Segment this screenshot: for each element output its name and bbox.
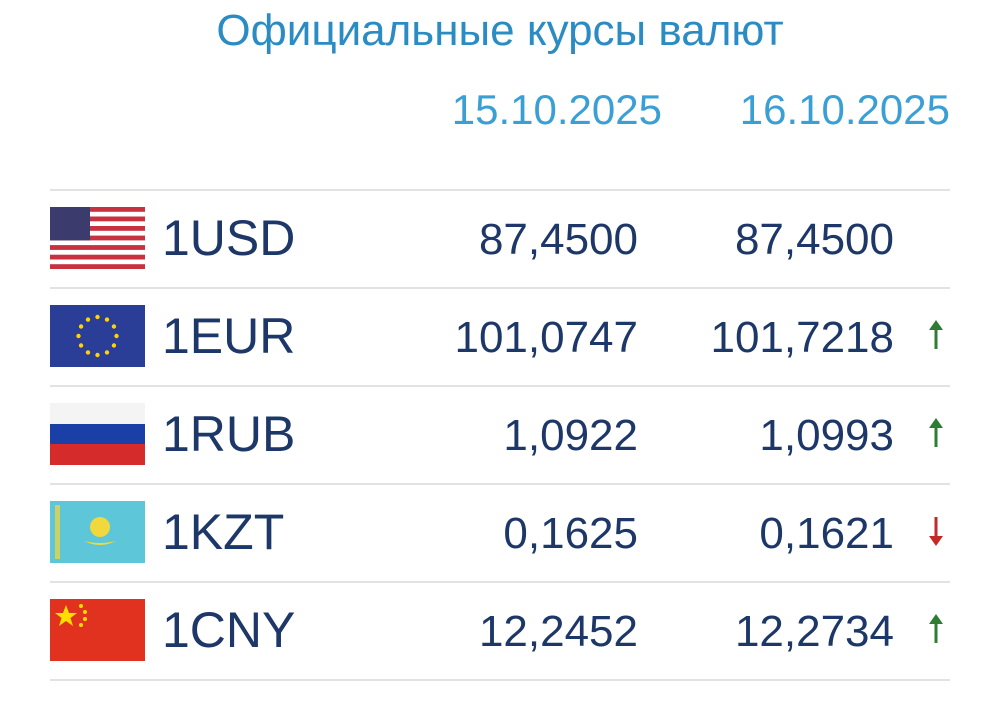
rate: 1,0922	[503, 411, 638, 460]
arrow-up	[929, 418, 943, 447]
flag-russia	[50, 403, 145, 465]
rate: 101,7218	[710, 313, 894, 362]
divider	[50, 679, 950, 681]
row: 1KZT 0,1625 0,1621	[0, 483, 1000, 581]
flag-kazakhstan	[50, 501, 145, 563]
currency-code: 1EUR	[162, 308, 296, 364]
flag-china	[50, 599, 145, 661]
row: 1RUB 1,0922 1,0993	[0, 385, 1000, 483]
title: Официальные курсы валют	[216, 6, 784, 55]
rate: 0,1621	[759, 509, 894, 558]
arrow-down	[929, 517, 943, 546]
rate: 12,2452	[478, 607, 638, 656]
date: 16.10.2025	[739, 86, 950, 133]
row: 1USD 87,4500 87,4500	[0, 189, 1000, 287]
currency-code: 1KZT	[162, 504, 285, 560]
row: 1EUR 101,0747 101,7218	[0, 287, 1000, 385]
divider	[50, 581, 950, 583]
rate: 12,2734	[734, 607, 894, 656]
currency-code: 1CNY	[162, 602, 296, 658]
divider	[50, 189, 950, 191]
flag-usa	[50, 207, 145, 269]
date: 15.10.2025	[451, 86, 662, 133]
divider	[50, 483, 950, 485]
flag-eu	[50, 305, 145, 367]
row: 1CNY 12,2452 12,2734	[0, 581, 1000, 679]
rate: 87,4500	[734, 215, 894, 264]
rate: 1,0993	[759, 411, 894, 460]
rate: 0,1625	[503, 509, 638, 558]
rate: 101,0747	[454, 313, 638, 362]
arrow-up	[929, 320, 943, 349]
currency-code: 1RUB	[162, 406, 296, 462]
arrow-up	[929, 614, 943, 643]
divider	[50, 385, 950, 387]
currency-code: 1USD	[162, 210, 296, 266]
rate: 87,4500	[478, 215, 638, 264]
divider	[50, 287, 950, 289]
